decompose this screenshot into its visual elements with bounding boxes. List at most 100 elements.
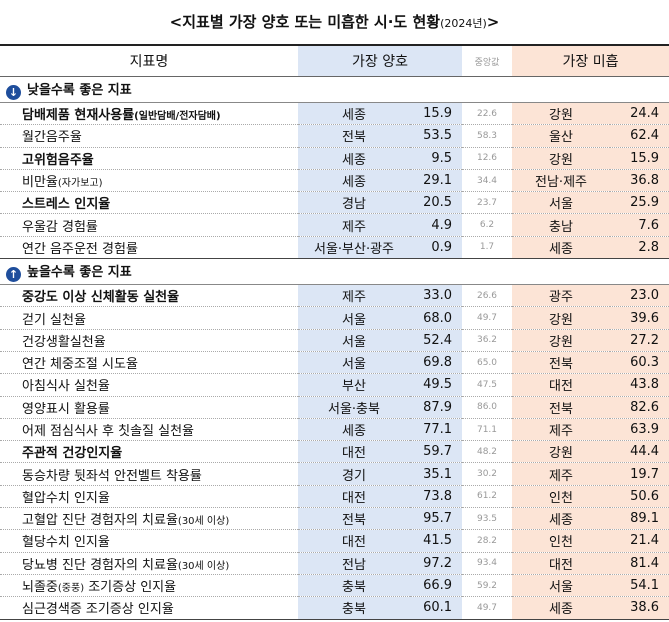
title-year: (2024년) [440, 17, 487, 30]
name-text: 동승차량 뒷좌석 안전벨트 착용률 [22, 468, 202, 484]
good-value: 29.1 [410, 169, 463, 193]
indicator-name: 어제 점심식사 후 칫솔질 실천율 [0, 418, 298, 442]
data-row: 뇌졸중(중풍) 조기증상 인지율 충북 66.9 59.2 서울 54.1 [0, 574, 669, 598]
data-row: 심근경색증 조기증상 인지율 충북 60.1 49.7 세종 38.6 [0, 596, 669, 620]
median-value: 48.2 [462, 440, 513, 464]
name-text: 연간 음주운전 경험률 [22, 241, 138, 257]
indicator-name: 심근경색증 조기증상 인지율 [0, 596, 298, 620]
header-name: 지표명 [0, 44, 298, 77]
indicator-name: 스트레스 인지율 [0, 191, 298, 215]
good-value: 97.2 [410, 552, 463, 575]
indicator-name: 고위험음주율 [0, 147, 298, 170]
good-value: 66.9 [410, 574, 463, 598]
section-icon: ↓ [6, 85, 21, 100]
good-value: 20.5 [410, 191, 463, 215]
name-text: 당뇨병 진단 경험자의 치료율 [22, 557, 178, 573]
bad-value: 36.8 [610, 169, 669, 193]
good-value: 33.0 [410, 284, 463, 308]
good-value: 69.8 [410, 351, 463, 375]
table: 지표명 가장 양호 중앙값 가장 미흡 ↓ 낮을수록 좋은 지표 담배제품 현재사용… [0, 44, 669, 620]
median-value: 1.7 [462, 236, 513, 260]
data-row: 혈압수치 인지율 대전 73.8 61.2 인천 50.6 [0, 485, 669, 509]
median-value: 30.2 [462, 462, 513, 486]
bad-value: 43.8 [610, 373, 669, 397]
median-value: 49.7 [462, 306, 513, 330]
bad-region: 제주 [512, 462, 611, 486]
good-region: 경남 [298, 191, 410, 215]
indicator-name: 건강생활실천율 [0, 329, 298, 352]
bad-value: 44.4 [610, 440, 669, 464]
good-region: 세종 [298, 102, 410, 126]
indicator-name: 월간음주율 [0, 124, 298, 148]
header-good: 가장 양호 [298, 44, 463, 77]
good-region: 전북 [298, 507, 410, 531]
median-value: 58.3 [462, 124, 513, 148]
bad-value: 89.1 [610, 507, 669, 531]
data-row: 담배제품 현재사용률(일반담배/전자담배) 세종 15.9 22.6 강원 24.4 [0, 102, 669, 126]
section-cell: ↑ 높을수록 좋은 지표 [0, 258, 669, 286]
bad-value: 50.6 [610, 485, 669, 509]
good-value: 0.9 [410, 236, 463, 260]
median-value: 23.7 [462, 191, 513, 215]
bad-region: 광주 [512, 284, 611, 308]
data-row: 당뇨병 진단 경험자의 치료율(30세 이상) 전남 97.2 93.4 대전 81.4 [0, 552, 669, 575]
data-row: 연간 체중조절 시도율 서울 69.8 65.0 전북 60.3 [0, 351, 669, 375]
data-row: 주관적 건강인지율 대전 59.7 48.2 강원 44.4 [0, 440, 669, 464]
bad-value: 7.6 [610, 213, 669, 237]
good-region: 세종 [298, 169, 410, 193]
bad-region: 세종 [512, 236, 611, 260]
good-region: 부산 [298, 373, 410, 397]
name-note: (30세 이상) [177, 560, 230, 572]
indicator-name: 고혈압 진단 경험자의 치료율(30세 이상) [0, 507, 298, 531]
median-value: 36.2 [462, 329, 513, 352]
good-value: 35.1 [410, 462, 463, 486]
section-row: ↑ 높을수록 좋은 지표 [0, 258, 669, 286]
indicator-name: 동승차량 뒷좌석 안전벨트 착용률 [0, 462, 298, 486]
name-text: 어제 점심식사 후 칫솔질 실천율 [22, 424, 195, 439]
data-row: 혈당수치 인지율 대전 41.5 28.2 인천 21.4 [0, 529, 669, 553]
good-region: 전남 [298, 552, 410, 575]
bad-region: 대전 [512, 552, 611, 575]
good-value: 49.5 [410, 373, 463, 397]
bad-region: 전북 [512, 396, 611, 419]
indicator-name: 영양표시 활용률 [0, 396, 298, 419]
header-row: 지표명 가장 양호 중앙값 가장 미흡 [0, 44, 669, 77]
name-text: 중강도 이상 신체활동 실천율 [22, 290, 180, 306]
bad-region: 인천 [512, 485, 611, 509]
good-region: 서울·충북 [298, 396, 410, 419]
good-region: 세종 [298, 418, 410, 442]
bad-value: 63.9 [610, 418, 669, 442]
bad-value: 38.6 [610, 596, 669, 620]
bad-value: 25.9 [610, 191, 669, 215]
bad-region: 인천 [512, 529, 611, 553]
name-text: 월간음주율 [22, 130, 82, 146]
name-note: (중풍) [57, 583, 85, 595]
header-median: 중앙값 [462, 44, 513, 77]
data-row: 걷기 실천율 서울 68.0 49.7 강원 39.6 [0, 306, 669, 330]
data-row: 우울감 경험률 제주 4.9 6.2 충남 7.6 [0, 213, 669, 237]
median-value: 47.5 [462, 373, 513, 397]
data-row: 월간음주율 전북 53.5 58.3 울산 62.4 [0, 124, 669, 148]
name-text: 심근경색증 조기증상 인지율 [22, 602, 174, 618]
section-row: ↓ 낮을수록 좋은 지표 [0, 76, 669, 103]
bad-value: 19.7 [610, 462, 669, 486]
name-text: 고위험음주율 [22, 152, 94, 168]
good-value: 73.8 [410, 485, 463, 509]
good-value: 52.4 [410, 329, 463, 352]
good-value: 68.0 [410, 306, 463, 330]
median-value: 12.6 [462, 147, 513, 170]
good-value: 59.7 [410, 440, 463, 464]
bad-value: 60.3 [610, 351, 669, 375]
indicator-name: 담배제품 현재사용률(일반담배/전자담배) [0, 102, 298, 126]
good-region: 서울 [298, 329, 410, 352]
indicator-name: 연간 음주운전 경험률 [0, 236, 298, 260]
title-close: > [486, 13, 500, 31]
data-row: 동승차량 뒷좌석 안전벨트 착용률 경기 35.1 30.2 제주 19.7 [0, 462, 669, 486]
median-value: 93.4 [462, 552, 513, 575]
name-note: (일반담배/전자담배) [134, 111, 221, 123]
indicator-name: 비만율(자가보고) [0, 169, 298, 193]
bad-region: 강원 [512, 147, 611, 170]
name-text: 뇌졸중 [22, 580, 58, 596]
title: <지표별 가장 양호 또는 미흡한 시·도 현황(2024년)> [0, 0, 669, 44]
